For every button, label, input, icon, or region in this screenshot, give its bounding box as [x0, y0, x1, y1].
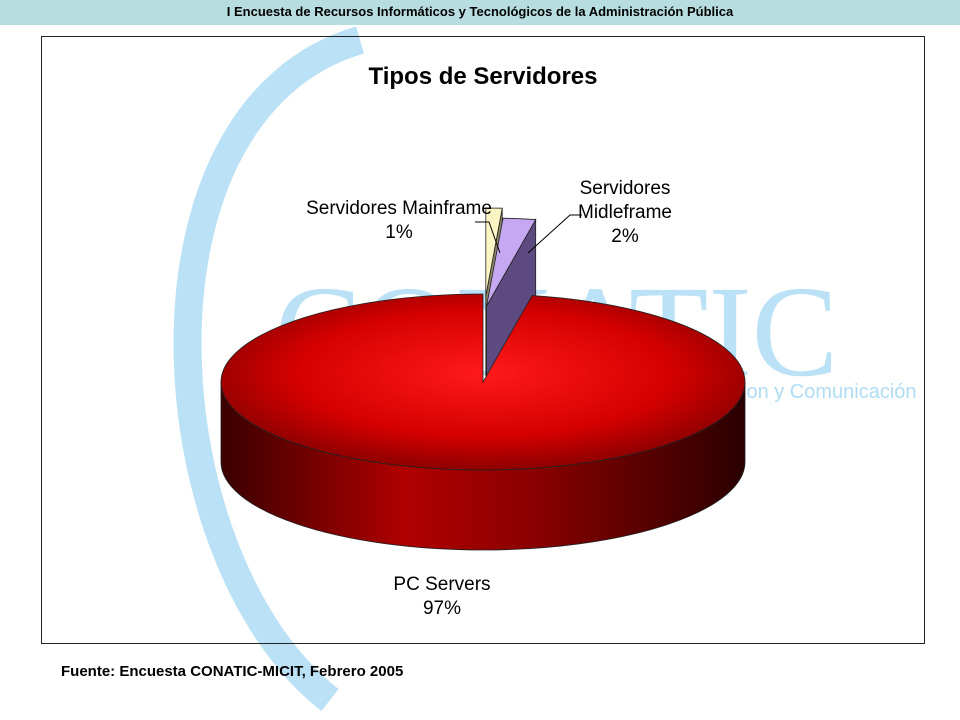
slice-label-0-line-0: PC Servers — [393, 574, 490, 595]
slice-label-1-line-0: Servidores Mainframe — [306, 198, 492, 219]
header-bar: I Encuesta de Recursos Informáticos y Te… — [0, 0, 960, 25]
pie-labels: PC Servers 97% Servidores Mainframe 1% Servi… — [306, 178, 672, 619]
leader-line-midleframe — [527, 214, 582, 254]
chart-frame: Tipos de Servidores PC Servers 97% Servido… — [41, 36, 925, 644]
header-title: I Encuesta de Recursos Informáticos y Te… — [226, 4, 734, 19]
source-note: Fuente: Encuesta CONATIC-MICIT, Febrero … — [61, 663, 404, 680]
slice-label-2-line-0: Servidores — [580, 178, 671, 199]
chart-title: Tipos de Servidores — [369, 63, 598, 90]
slice-label-1-line-1: 1% — [385, 222, 413, 243]
slice-label-2-line-1: Midleframe — [578, 202, 672, 223]
pie-chart: Tipos de Servidores PC Servers 97% Servido… — [220, 63, 746, 619]
pie-slice-2 — [486, 217, 537, 307]
watermark-arc — [173, 26, 364, 712]
pie-slice-1 — [485, 207, 503, 297]
pie-slices — [220, 207, 746, 551]
leader-line-mainframe — [475, 221, 501, 254]
pie-slice-0 — [220, 293, 746, 471]
watermark-tagline: ion y Comunicación — [742, 381, 917, 403]
slice-label-2-line-2: 2% — [611, 226, 639, 247]
slice-label-0-line-1: 97% — [423, 598, 461, 619]
